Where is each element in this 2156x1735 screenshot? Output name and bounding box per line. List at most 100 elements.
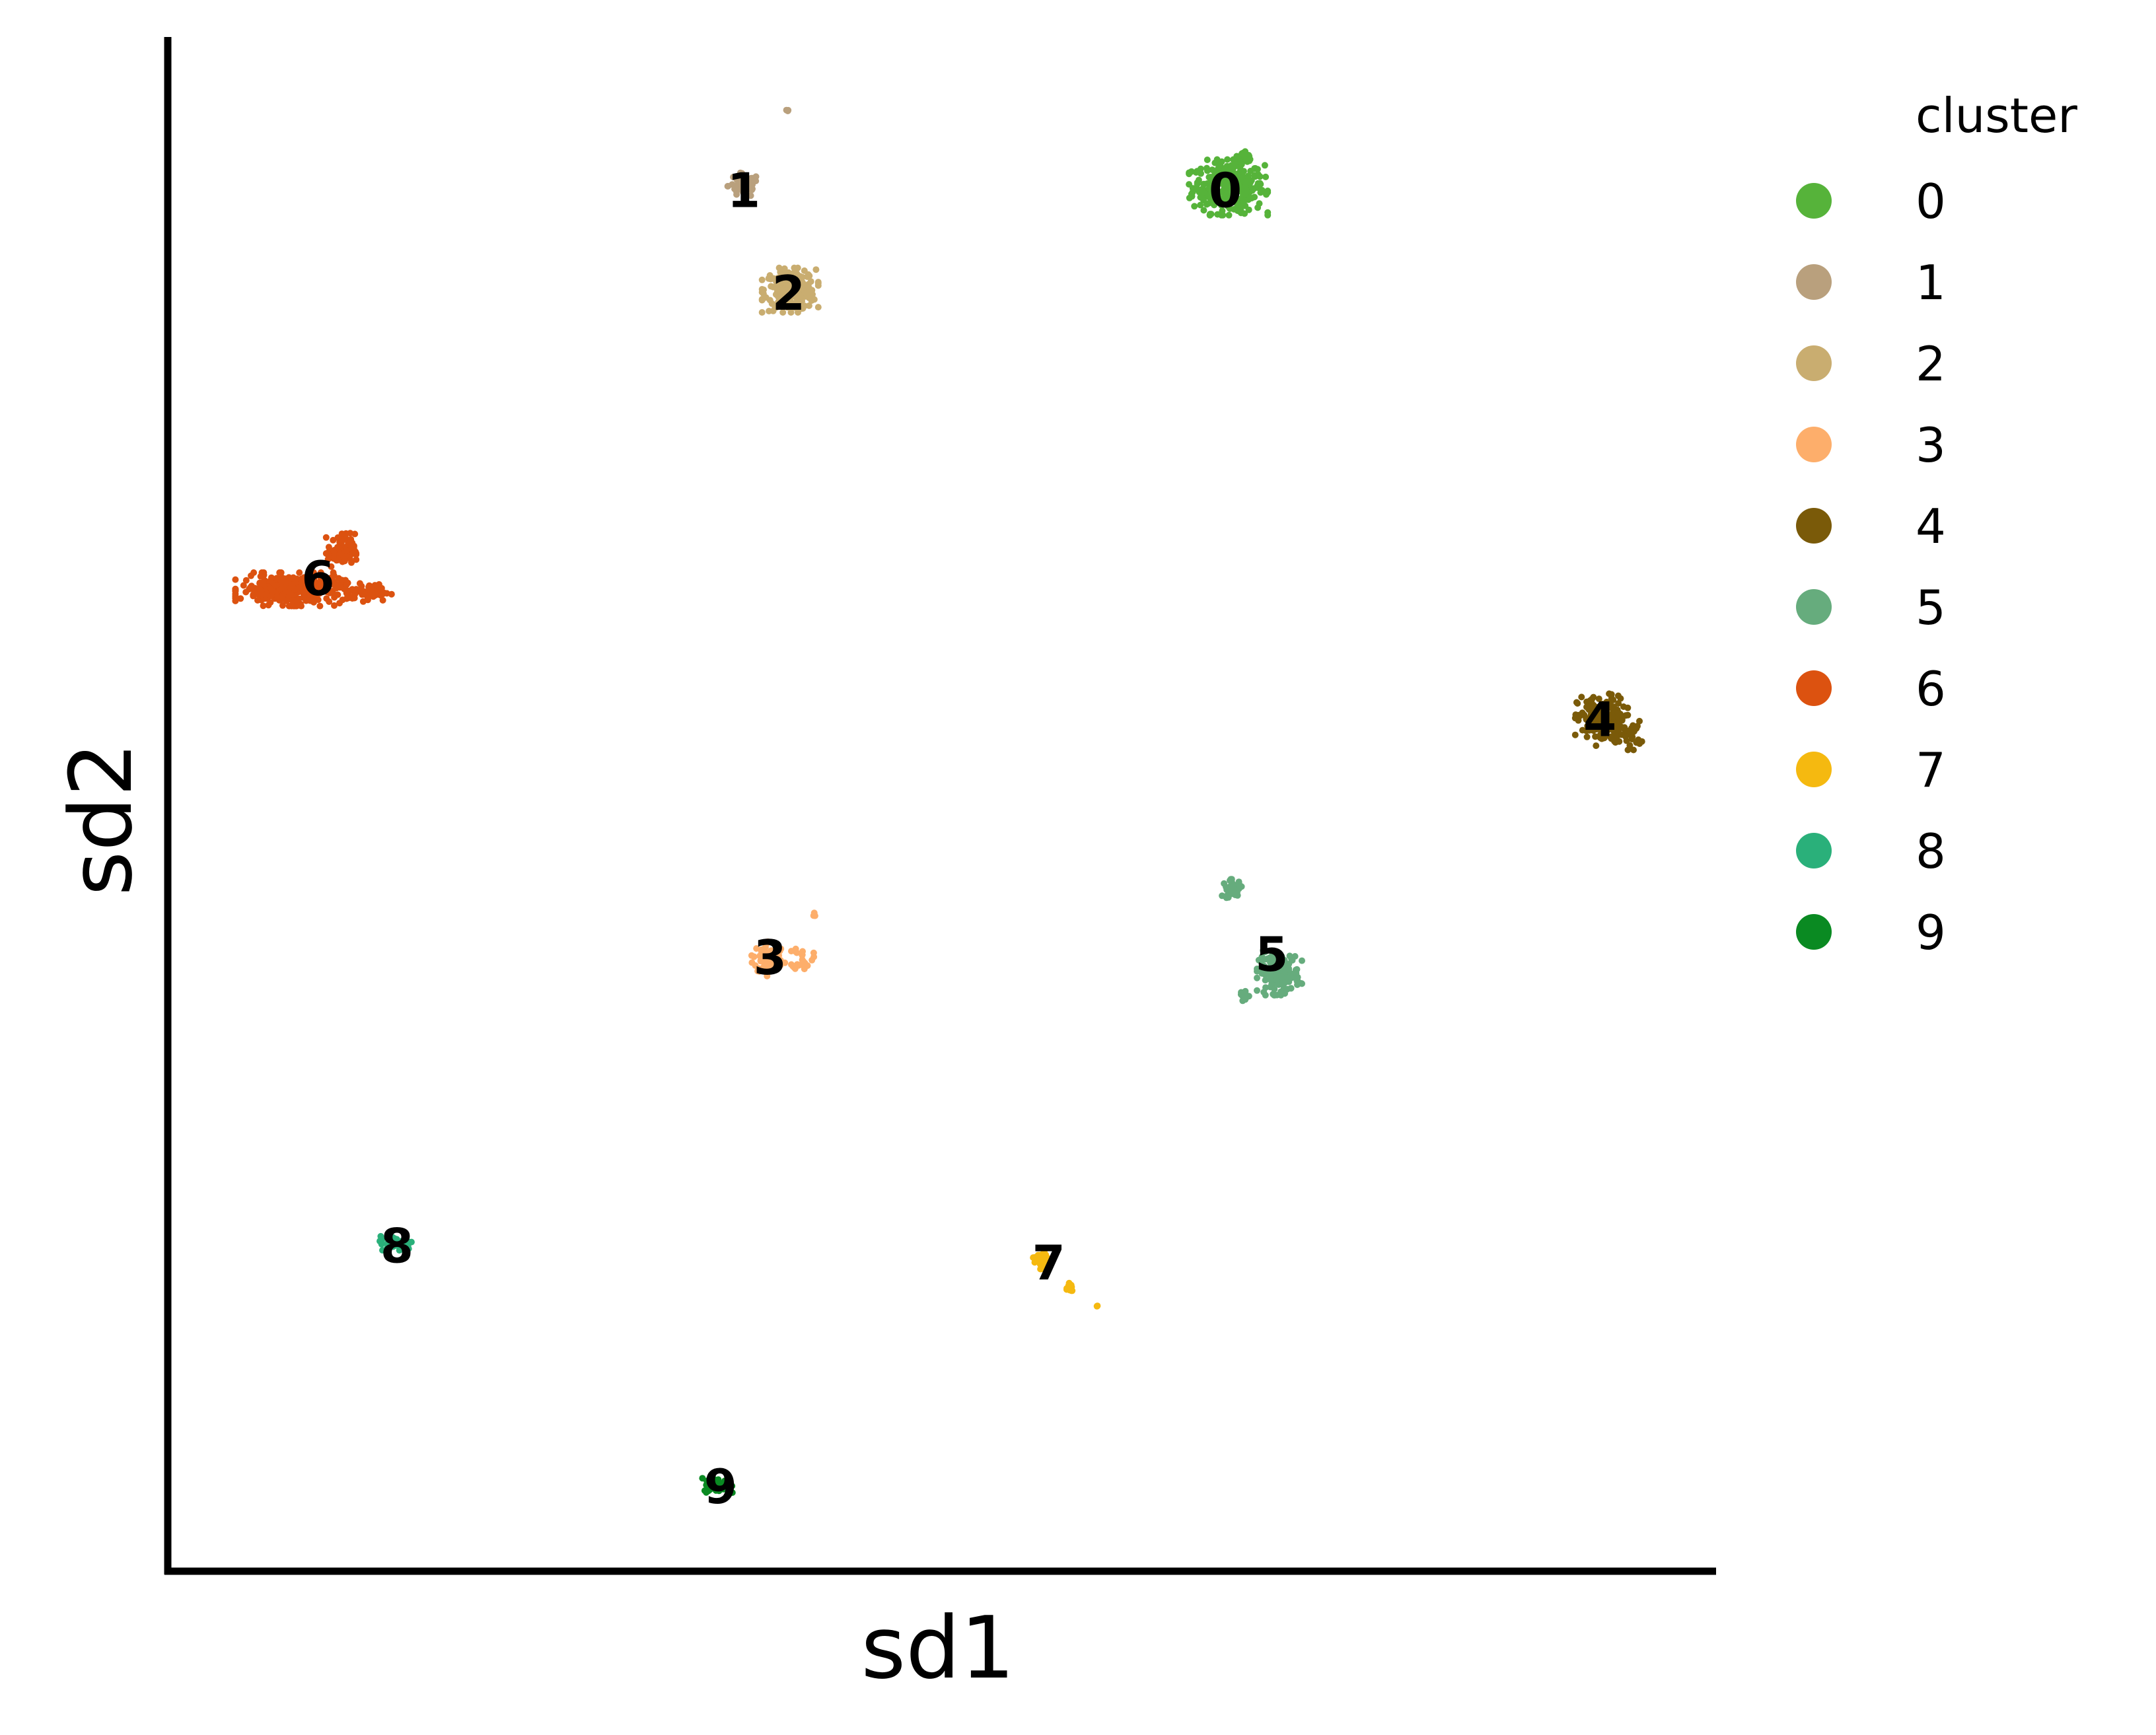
cluster-5-point	[1262, 977, 1269, 984]
cluster-2-point	[779, 279, 787, 286]
cluster-5-point	[1234, 892, 1241, 899]
cluster-5-point	[1228, 876, 1235, 883]
cluster-3-point	[764, 972, 771, 979]
cluster-0-point	[1186, 181, 1193, 188]
cluster-5-point	[1288, 974, 1295, 981]
cluster-2-point	[787, 309, 795, 316]
cluster-5-point	[1265, 966, 1272, 973]
legend-marker-4	[1796, 508, 1832, 544]
cluster-label-1: 1	[727, 162, 760, 218]
cluster-2-point	[773, 280, 781, 287]
cluster-5-point	[1277, 960, 1284, 967]
cluster-4-point	[1610, 719, 1617, 726]
cluster-2-point	[758, 309, 766, 316]
cluster-0-point	[1194, 168, 1201, 175]
cluster-0-point	[1194, 179, 1201, 186]
cluster-2-point	[779, 309, 787, 316]
cluster-5-point	[1294, 974, 1301, 981]
cluster-4-point	[1583, 703, 1590, 711]
cluster-0-point	[1261, 162, 1268, 169]
cluster-2-point	[760, 290, 767, 297]
cluster-6-point	[246, 584, 254, 591]
cluster-4-point	[1618, 723, 1625, 730]
cluster-5-point	[1241, 989, 1248, 995]
legend-label-0: 0	[1916, 174, 1946, 229]
cluster-3-point	[748, 952, 755, 959]
cluster-5-point	[1277, 967, 1284, 974]
legend-marker-0	[1796, 183, 1832, 219]
legend-title: cluster	[1916, 88, 2077, 143]
cluster-0-point	[1225, 211, 1233, 219]
cluster-1-point	[744, 180, 751, 187]
cluster-6-point	[250, 592, 257, 600]
cluster-3-point	[794, 961, 801, 968]
cluster-6-point	[349, 586, 356, 593]
cluster-8-point	[391, 1235, 398, 1242]
cluster-6-point	[291, 602, 299, 610]
cluster-3-point	[788, 948, 795, 955]
cluster-6-point	[334, 557, 341, 563]
cluster-9-point	[715, 1480, 722, 1487]
cluster-2-point	[789, 288, 797, 295]
cluster-1-point	[733, 191, 740, 198]
cluster-0-point	[1249, 187, 1256, 194]
cluster-6-point	[353, 556, 360, 563]
cluster-6-point	[368, 583, 375, 590]
cluster-8-point	[378, 1240, 385, 1248]
cluster-2-point	[783, 297, 790, 304]
cluster-6-point	[306, 577, 312, 584]
cluster-5-point	[1275, 981, 1282, 988]
cluster-6-point	[279, 602, 286, 609]
cluster-5-point	[1268, 977, 1275, 983]
cluster-5-point	[1259, 970, 1266, 977]
cluster-5-point	[1223, 894, 1230, 902]
cluster-6-point	[257, 573, 264, 580]
cluster-6-point	[276, 569, 283, 576]
cluster-0-point	[1226, 178, 1233, 185]
cluster-2-point	[808, 287, 816, 294]
cluster-6-point	[343, 581, 350, 588]
cluster-0-point	[1251, 165, 1258, 172]
cluster-2-point	[783, 289, 791, 296]
cluster-0-point	[1257, 180, 1264, 188]
cluster-6-point	[358, 583, 365, 590]
cluster-8-point	[398, 1241, 406, 1248]
cluster-4-point	[1626, 742, 1634, 749]
cluster-4-point	[1599, 703, 1606, 711]
cluster-4-point	[1616, 738, 1623, 745]
cluster-6-point	[361, 588, 368, 595]
cluster-3-point	[764, 938, 772, 945]
cluster-6-point	[348, 559, 355, 566]
cluster-1-point	[740, 187, 748, 194]
cluster-6-point	[341, 553, 349, 560]
cluster-6-point	[300, 590, 307, 597]
legend-label-2: 2	[1916, 336, 1946, 392]
cluster-2-point	[792, 273, 799, 280]
cluster-6-point	[328, 563, 335, 570]
cluster-6-point	[336, 600, 343, 607]
cluster-5-point	[1271, 985, 1278, 993]
cluster-6-point	[237, 595, 244, 602]
cluster-2-point	[758, 276, 766, 283]
cluster-2-point	[804, 273, 811, 280]
cluster-6-point	[330, 581, 338, 588]
cluster-1-point	[752, 178, 760, 184]
cluster-6-point	[256, 585, 263, 592]
cluster-8-point	[377, 1232, 384, 1240]
cluster-6-point	[266, 584, 273, 592]
cluster-4-point	[1636, 717, 1643, 725]
cluster-4-point	[1579, 726, 1586, 734]
cluster-4-point	[1608, 735, 1615, 742]
cluster-4-point	[1615, 700, 1622, 707]
legend-label-3: 3	[1916, 417, 1946, 473]
cluster-5-point	[1287, 985, 1295, 992]
cluster-0-point	[1204, 157, 1211, 163]
cluster-5-point	[1289, 957, 1296, 964]
cluster-4-point	[1623, 737, 1630, 744]
cluster-4-point	[1571, 715, 1579, 722]
cluster-0-point	[1204, 167, 1211, 174]
cluster-5-point	[1258, 959, 1265, 966]
legend-marker-8	[1796, 833, 1832, 868]
cluster-0-point	[1200, 207, 1207, 214]
cluster-2-point	[807, 278, 814, 285]
